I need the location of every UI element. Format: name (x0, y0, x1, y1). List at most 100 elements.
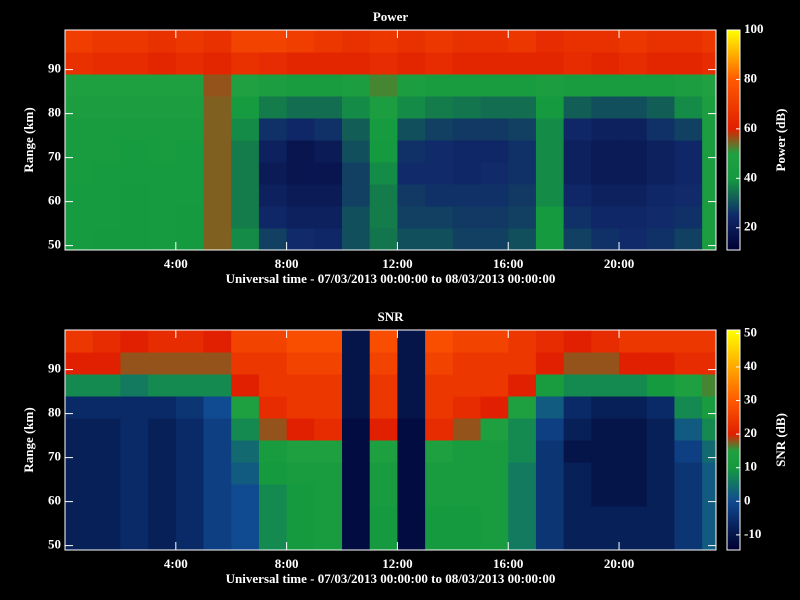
heat-cell (369, 352, 398, 375)
heat-cell (619, 506, 648, 529)
heat-cell (231, 74, 260, 97)
heat-cell (92, 352, 121, 375)
heat-cell (535, 418, 565, 441)
heat-cell (120, 52, 149, 75)
heat-cell (258, 374, 288, 397)
heat-cell (397, 396, 426, 419)
plot-title: Power (373, 9, 409, 24)
heat-cell (480, 52, 509, 75)
heat-cell (258, 162, 288, 185)
heat-cell (258, 528, 288, 551)
heat-cell (397, 30, 426, 53)
heat-cell (342, 528, 371, 551)
heat-cell (452, 118, 482, 141)
heat-cell (702, 96, 717, 119)
heat-cell (369, 206, 398, 229)
heat-cell (508, 52, 537, 75)
heat-cell (480, 162, 509, 185)
heat-cell (120, 118, 149, 141)
heat-cell (175, 418, 205, 441)
heat-cell (231, 506, 260, 529)
heat-cell (702, 462, 717, 485)
heat-cell (342, 96, 371, 119)
heat-cell (286, 206, 315, 229)
heat-cell (258, 206, 288, 229)
heat-cell (148, 228, 177, 251)
heat-cell (231, 140, 260, 163)
heat-cell (369, 228, 398, 251)
heat-cell (591, 74, 620, 97)
heat-cell (314, 74, 343, 97)
heat-cell (535, 52, 565, 75)
heat-cell (702, 140, 717, 163)
heat-cell (425, 184, 454, 207)
heat-cell (480, 228, 509, 251)
heat-cell (480, 396, 509, 419)
heat-cell (674, 206, 703, 229)
heat-cell (646, 52, 675, 75)
y-axis-label: Range (km) (21, 107, 36, 172)
heat-cell (92, 162, 121, 185)
heat-cell (397, 206, 426, 229)
heat-cell (175, 528, 205, 551)
y-tick-label: 70 (48, 449, 61, 464)
heat-cell (619, 528, 648, 551)
heat-cell (314, 96, 343, 119)
heat-cell (535, 74, 565, 97)
heat-cell (591, 330, 620, 353)
heat-cell (286, 440, 315, 463)
heat-cell (369, 330, 398, 353)
heat-cell (397, 352, 426, 375)
heat-cell (120, 30, 149, 53)
heat-cell (120, 528, 149, 551)
heat-cell (314, 30, 343, 53)
heat-cell (397, 96, 426, 119)
heat-cell (508, 418, 537, 441)
heat-cell (591, 184, 620, 207)
x-tick-label: 20:00 (604, 256, 634, 271)
heat-cell (425, 96, 454, 119)
heat-cell (369, 30, 398, 53)
heat-cell (702, 440, 717, 463)
heat-cell (175, 506, 205, 529)
y-tick-label: 50 (48, 537, 61, 552)
heat-cell (535, 162, 565, 185)
heat-cell (702, 330, 717, 353)
heat-cell (148, 506, 177, 529)
heat-cell (203, 418, 232, 441)
heat-cell (619, 228, 648, 251)
heat-cell (619, 206, 648, 229)
heat-cell (120, 352, 149, 375)
heat-cell (535, 396, 565, 419)
heat-cell (646, 506, 675, 529)
heat-cell (203, 184, 232, 207)
heat-cell (563, 140, 592, 163)
heat-cell (563, 52, 592, 75)
heat-cell (508, 118, 537, 141)
heat-cell (258, 96, 288, 119)
x-tick-label: 12:00 (382, 256, 412, 271)
heat-cell (92, 374, 121, 397)
heat-cell (646, 96, 675, 119)
plot-title: SNR (377, 309, 404, 324)
heat-cell (425, 206, 454, 229)
heat-cell (508, 206, 537, 229)
heat-cell (92, 30, 121, 53)
heat-cell (480, 352, 509, 375)
heat-cell (203, 96, 232, 119)
colorbar-label: SNR (dB) (773, 413, 788, 467)
heat-cell (452, 484, 482, 507)
heat-cell (231, 330, 260, 353)
heat-cell (646, 352, 675, 375)
heat-cell (148, 184, 177, 207)
heat-cell (646, 74, 675, 97)
heat-cell (425, 374, 454, 397)
heat-cell (203, 330, 232, 353)
heat-cell (342, 206, 371, 229)
heat-cell (674, 528, 703, 551)
heat-cell (397, 74, 426, 97)
heat-cell (120, 418, 149, 441)
heat-cell (231, 52, 260, 75)
heat-cell (508, 184, 537, 207)
